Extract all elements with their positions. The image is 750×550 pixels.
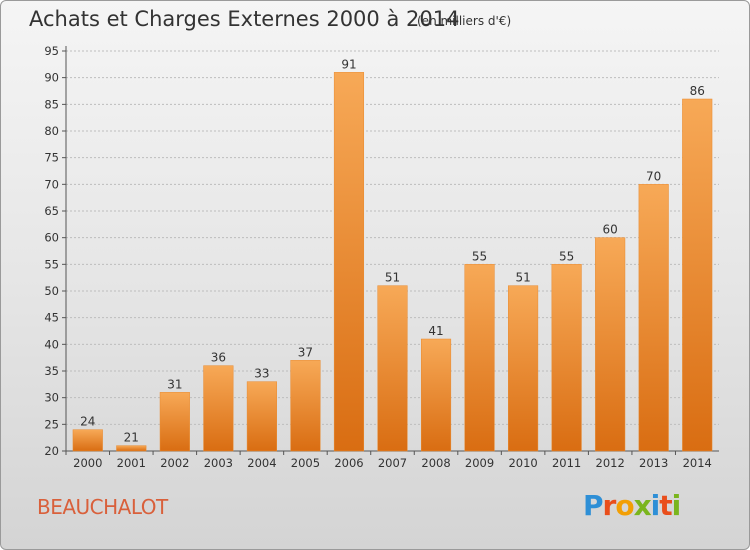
logo-letter: o	[615, 489, 634, 522]
data-label-2008: 41	[428, 324, 443, 338]
x-tick-label-2005: 2005	[291, 456, 320, 470]
data-label-2014: 86	[690, 84, 705, 98]
y-tick-label: 90	[44, 71, 59, 85]
bar-2014	[682, 98, 713, 452]
axes: 20 25 30 35 40 45 50 55 60 65 70 75 80 85 90 95 2000 2001…	[44, 44, 719, 470]
logo-letter: x	[633, 489, 652, 522]
bar-2005	[290, 360, 321, 452]
logo-letter: t	[659, 489, 672, 522]
data-label-2007: 51	[385, 271, 400, 285]
bar-2006	[333, 72, 365, 452]
data-label-2000: 24	[80, 415, 95, 429]
logo-letter: r	[602, 489, 617, 522]
x-tick-label-2011: 2011	[552, 456, 581, 470]
bar-2002	[159, 392, 190, 452]
y-tick-label: 75	[44, 151, 59, 165]
chart-subtitle: (en milliers d'€)	[417, 14, 512, 28]
bars	[72, 72, 713, 452]
bar-2010	[508, 285, 539, 452]
x-tick-label-2000: 2000	[73, 456, 102, 470]
y-tick-label: 55	[44, 257, 59, 271]
commune-name: BEAUCHALOT	[37, 495, 168, 519]
bar-2003	[203, 365, 234, 452]
chart-title: Achats et Charges Externes 2000 à 2014	[29, 7, 460, 31]
proxiti-logo[interactable]: Proxiti	[583, 489, 682, 522]
y-tick-label: 35	[44, 364, 59, 378]
x-tick-label-2004: 2004	[247, 456, 276, 470]
bar-2001	[116, 445, 147, 452]
bar-2009	[464, 264, 495, 452]
y-tick-label: 85	[44, 97, 59, 111]
y-tick-label: 65	[44, 204, 59, 218]
x-tick-label-2014: 2014	[683, 456, 712, 470]
x-tick-label-2012: 2012	[596, 456, 625, 470]
y-tick-label: 50	[44, 284, 59, 298]
x-tick-label-2001: 2001	[117, 456, 146, 470]
x-tick-label-2010: 2010	[508, 456, 537, 470]
y-tick-label: 45	[44, 311, 59, 325]
data-label-2001: 21	[124, 431, 139, 445]
y-tick-label: 30	[44, 391, 59, 405]
x-tick-label-2003: 2003	[204, 456, 233, 470]
y-tick-label: 20	[44, 444, 59, 458]
logo-letter: P	[583, 489, 604, 522]
data-label-2013: 70	[646, 169, 661, 183]
data-label-2006: 91	[341, 57, 356, 71]
y-tick-label: 80	[44, 124, 59, 138]
data-label-2010: 51	[515, 271, 530, 285]
x-tick-label-2006: 2006	[334, 456, 363, 470]
data-label-2002: 31	[167, 377, 182, 391]
bar-2000	[72, 429, 103, 452]
y-tick-label: 70	[44, 177, 59, 191]
bar-2008	[420, 338, 452, 452]
data-label-2005: 37	[298, 345, 313, 359]
data-label-2003: 36	[211, 351, 226, 365]
data-label-2012: 60	[603, 223, 618, 237]
logo-letter: i	[650, 489, 661, 522]
x-tick-label-2007: 2007	[378, 456, 407, 470]
y-tick-label: 40	[44, 337, 59, 351]
bar-2007	[377, 285, 408, 452]
data-labels: 24 21 31 36 33 37 91 51 41 55 51 55 60 70 86	[80, 57, 705, 444]
data-label-2011: 55	[559, 249, 574, 263]
bar-2004	[246, 381, 277, 452]
x-tick-label-2008: 2008	[421, 456, 450, 470]
y-tick-label: 60	[44, 231, 59, 245]
x-tick-label-2013: 2013	[639, 456, 668, 470]
bar-2012	[595, 237, 626, 452]
y-tick-label: 25	[44, 417, 59, 431]
x-tick-label-2009: 2009	[465, 456, 494, 470]
data-label-2009: 55	[472, 249, 487, 263]
logo-letter: i	[671, 489, 682, 522]
y-tick-label: 95	[44, 44, 59, 58]
bar-2011	[551, 264, 582, 452]
bar-2013	[638, 184, 669, 452]
data-label-2004: 33	[254, 367, 269, 381]
x-tick-label-2002: 2002	[160, 456, 189, 470]
